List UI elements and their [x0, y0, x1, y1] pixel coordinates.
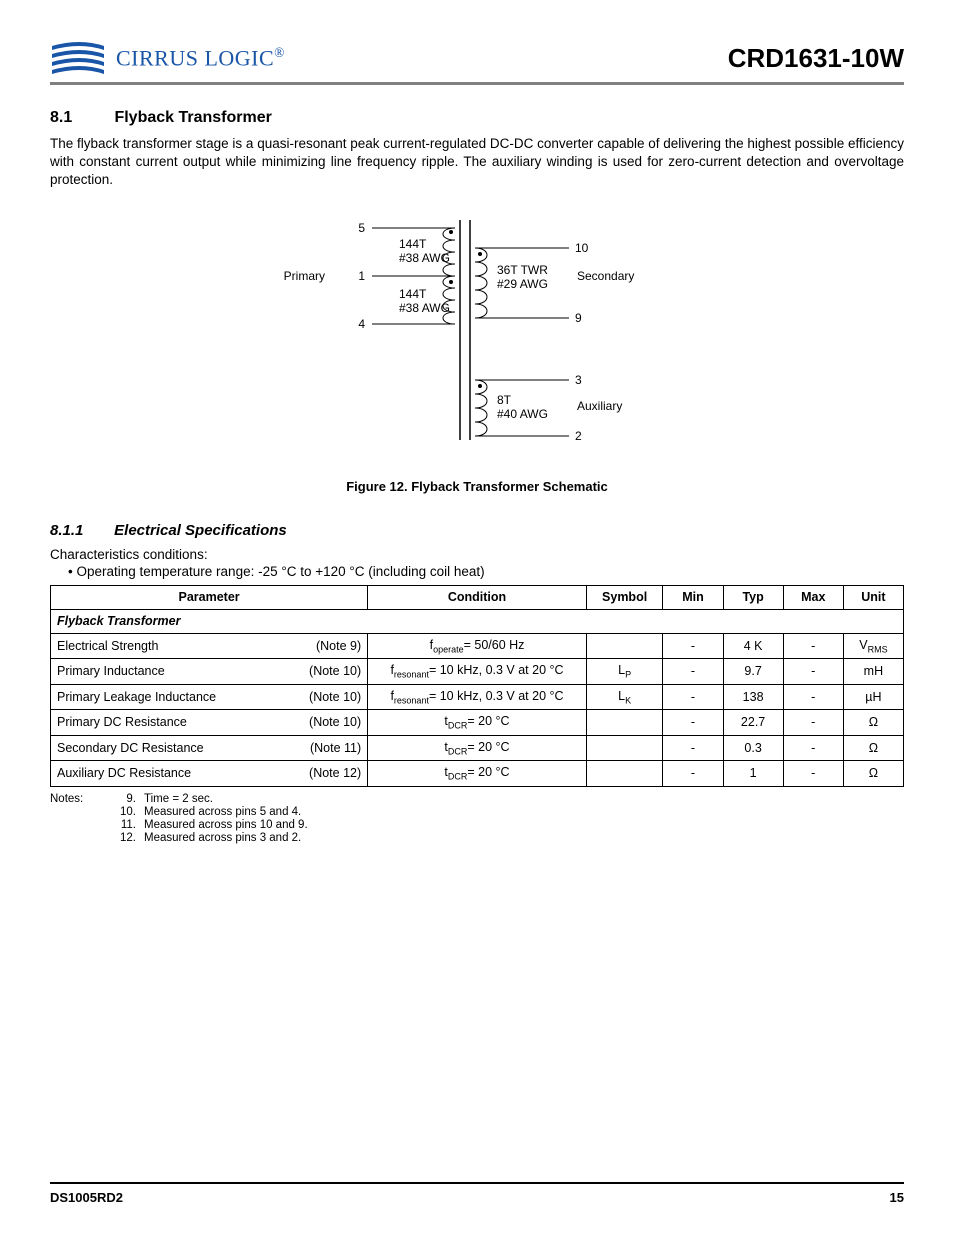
subsection-heading: 8.1.1 Electrical Specifications: [50, 522, 904, 539]
svg-text:36T TWR: 36T TWR: [497, 263, 548, 277]
logo: CIRRUS LOGIC®: [50, 40, 285, 76]
section-number: 8.1: [50, 109, 110, 127]
table-section-label: Flyback Transformer: [51, 609, 904, 633]
footer-right: 15: [890, 1190, 904, 1205]
doc-number: CRD1631-10W: [728, 43, 904, 74]
svg-text:144T: 144T: [399, 287, 427, 301]
svg-text:Auxiliary: Auxiliary: [577, 399, 622, 413]
table-row: Electrical Strength(Note 9)foperate= 50/…: [51, 633, 904, 659]
subsection-title: Electrical Specifications: [114, 522, 287, 539]
svg-text:3: 3: [575, 373, 582, 387]
table-row: Primary DC Resistance(Note 10)tDCR= 20 °…: [51, 710, 904, 736]
page-footer: DS1005RD2 15: [50, 1182, 904, 1205]
figure-schematic: 5 144T #38 AWG 1 Primary 144T #38 AWG 4 …: [50, 210, 904, 455]
table-row: Primary Inductance(Note 10)fresonant= 10…: [51, 659, 904, 685]
svg-text:4: 4: [358, 317, 365, 331]
svg-text:#29 AWG: #29 AWG: [497, 277, 548, 291]
table-row: Secondary DC Resistance(Note 11)tDCR= 20…: [51, 735, 904, 761]
svg-text:2: 2: [575, 429, 582, 443]
table-section-row: Flyback Transformer: [51, 609, 904, 633]
note-item: 10.Measured across pins 5 and 4.: [110, 806, 308, 818]
notes-list: 9.Time = 2 sec.10.Measured across pins 5…: [110, 793, 308, 845]
svg-text:9: 9: [575, 311, 582, 325]
col-condition: Condition: [368, 585, 587, 609]
note-item: 11.Measured across pins 10 and 9.: [110, 819, 308, 831]
svg-text:5: 5: [358, 221, 365, 235]
svg-text:#38 AWG: #38 AWG: [399, 251, 450, 265]
table-row: Primary Leakage Inductance(Note 10)freso…: [51, 684, 904, 710]
svg-text:144T: 144T: [399, 237, 427, 251]
notes-label: Notes:: [50, 793, 110, 845]
section-paragraph: The flyback transformer stage is a quasi…: [50, 135, 904, 190]
col-typ: Typ: [723, 585, 783, 609]
figure-caption: Figure 12. Flyback Transformer Schematic: [50, 479, 904, 494]
svg-text:#40 AWG: #40 AWG: [497, 407, 548, 421]
col-parameter: Parameter: [51, 585, 368, 609]
svg-text:10: 10: [575, 241, 589, 255]
page-header: CIRRUS LOGIC® CRD1631-10W: [50, 40, 904, 85]
svg-text:#38 AWG: #38 AWG: [399, 301, 450, 315]
spec-table: Parameter Condition Symbol Min Typ Max U…: [50, 585, 904, 787]
svg-text:Secondary: Secondary: [577, 269, 634, 283]
transformer-schematic-svg: 5 144T #38 AWG 1 Primary 144T #38 AWG 4 …: [217, 210, 737, 450]
footer-left: DS1005RD2: [50, 1190, 123, 1205]
svg-text:8T: 8T: [497, 393, 512, 407]
col-symbol: Symbol: [586, 585, 663, 609]
svg-text:1: 1: [358, 269, 365, 283]
logo-icon: [50, 40, 110, 76]
conditions-bullet: • Operating temperature range: -25 °C to…: [68, 564, 904, 579]
conditions-label: Characteristics conditions:: [50, 547, 904, 562]
section-title: Flyback Transformer: [114, 109, 271, 126]
col-max: Max: [783, 585, 843, 609]
notes-block: Notes: 9.Time = 2 sec.10.Measured across…: [50, 793, 904, 845]
svg-text:Primary: Primary: [284, 269, 325, 283]
col-min: Min: [663, 585, 723, 609]
table-row: Auxiliary DC Resistance(Note 12)tDCR= 20…: [51, 761, 904, 787]
note-item: 9.Time = 2 sec.: [110, 793, 308, 805]
logo-text: CIRRUS LOGIC®: [116, 45, 285, 71]
section-heading: 8.1 Flyback Transformer: [50, 109, 904, 127]
subsection-number: 8.1.1: [50, 522, 110, 539]
table-header-row: Parameter Condition Symbol Min Typ Max U…: [51, 585, 904, 609]
col-unit: Unit: [843, 585, 903, 609]
note-item: 12.Measured across pins 3 and 2.: [110, 832, 308, 844]
